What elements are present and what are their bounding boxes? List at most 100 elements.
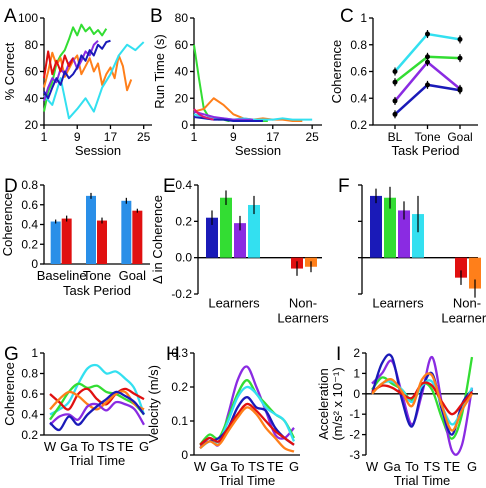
y-tick-label: 0.4 xyxy=(350,91,367,105)
x-tick-label: TS xyxy=(248,459,265,474)
group-label-non-learners-cont: Learners xyxy=(277,311,329,326)
bar-navy xyxy=(206,217,218,258)
y-tick-label: 0.6 xyxy=(21,387,38,401)
y-tick-label: 20 xyxy=(175,91,189,105)
y-tick-label: 0 xyxy=(353,387,360,401)
x-tick-label: TE xyxy=(444,459,461,474)
y-tick-label: 1 xyxy=(31,346,38,360)
y-tick-label: 0.2 xyxy=(171,380,188,394)
x-tick-label: 9 xyxy=(230,130,237,144)
bar-barblue xyxy=(86,195,96,264)
bar-purple xyxy=(234,223,246,258)
x-tick-label: 9 xyxy=(74,130,81,144)
y-axis-label: Δ in Coherence xyxy=(150,195,165,284)
y-tick-label: -2 xyxy=(349,428,360,442)
x-tick-label: G xyxy=(467,459,477,474)
data-point xyxy=(457,87,463,93)
group-label-non-learners: Non- xyxy=(453,296,481,311)
y-tick-label: 0.2 xyxy=(350,118,367,132)
y-tick-label: -0.2 xyxy=(171,287,192,301)
y-axis-label: Acceleration xyxy=(316,368,331,440)
data-point xyxy=(392,98,398,104)
y-tick-label: 80 xyxy=(25,38,39,52)
x-tick-label: 1 xyxy=(191,130,198,144)
panel-g: G 0.2 0.4 0.6 0.8 1 W Ga To TS TE G Trial Time Cohere… xyxy=(2,344,150,468)
y-tick-label: 60 xyxy=(175,38,189,52)
y-tick-label: 0.3 xyxy=(171,346,188,360)
y-axis-label: Run Time (s) xyxy=(152,34,167,108)
y-tick-label: 0.8 xyxy=(350,38,367,52)
x-tick-label: TE xyxy=(117,439,134,454)
y-tick-label: 0.2 xyxy=(175,214,192,228)
data-point xyxy=(425,31,430,37)
x-axis-label: Session xyxy=(75,143,121,158)
panel-label: H xyxy=(166,344,180,365)
x-tick-label: W xyxy=(366,459,379,474)
x-axis-label: Session xyxy=(235,143,281,158)
series-line-cyan xyxy=(43,41,145,120)
series-line-orange xyxy=(199,406,295,453)
bar-green xyxy=(220,197,232,258)
x-tick-label: G xyxy=(139,439,149,454)
x-tick-label: TE xyxy=(267,459,284,474)
panel-label: B xyxy=(150,6,163,27)
y-tick-label: 0.6 xyxy=(350,65,367,79)
panel-i: I -3 -2 -1 0 1 2 W Ga To TS TE G Trial Time Accelerati… xyxy=(316,344,478,488)
bar-red xyxy=(61,218,72,264)
x-axis-label: Trial Time xyxy=(219,473,276,488)
series-line-navy xyxy=(49,390,145,432)
y-tick-label: 2 xyxy=(353,346,360,360)
data-point xyxy=(392,79,398,85)
x-tick-label: To xyxy=(405,459,419,474)
y-axis-label: Coherence xyxy=(0,193,15,257)
x-tick-label: To xyxy=(231,459,245,474)
y-tick-label: 0.8 xyxy=(21,367,38,381)
y-tick-label: 0.4 xyxy=(21,218,38,232)
x-tick-label: 25 xyxy=(305,130,319,144)
x-axis-label: Trial Time xyxy=(394,473,451,488)
series-line-purple xyxy=(371,355,474,456)
data-point xyxy=(392,111,398,117)
y-tick-label: 0.1 xyxy=(171,414,188,428)
x-tick-label: 17 xyxy=(266,130,280,144)
series-line-orange xyxy=(49,390,145,411)
y-tick-label: 1 xyxy=(353,366,360,380)
x-axis-label: Task Period xyxy=(63,283,131,298)
x-tick-label: TS xyxy=(98,439,115,454)
series-line-pink xyxy=(193,108,214,121)
x-tick-label: Baseline xyxy=(37,268,87,283)
series-line-red xyxy=(49,387,145,411)
panel-b: B 0 20 40 60 80 1 9 17 25 Session Run Time (s) xyxy=(150,6,322,158)
panel-label: F xyxy=(338,176,350,197)
y-tick-label: 1 xyxy=(360,11,367,25)
bar-navy xyxy=(370,195,382,258)
series-line-orange xyxy=(43,51,133,92)
series-line-green xyxy=(193,44,268,122)
y-tick-label: 0.4 xyxy=(21,408,38,422)
series-line-purple xyxy=(49,400,145,426)
y-axis-label: Velocity (m/s) xyxy=(146,365,161,443)
y-axis-label: % Correct xyxy=(2,42,17,100)
x-tick-label: G xyxy=(289,459,299,474)
bar-barblue xyxy=(50,221,61,264)
x-tick-label: Ga xyxy=(383,459,401,474)
y-tick-label: 0.6 xyxy=(21,198,38,212)
y-axis-label: Coherence xyxy=(2,362,17,426)
series-line-cyan xyxy=(193,113,313,121)
y-tick-label: -3 xyxy=(349,448,360,462)
x-tick-label: Goal xyxy=(119,268,147,283)
series-line-cyan xyxy=(371,379,474,426)
y-axis-label: Coherence xyxy=(329,40,344,104)
bar-green xyxy=(384,197,396,258)
x-tick-label: Goal xyxy=(447,130,472,144)
y-tick-label: 0.2 xyxy=(21,237,38,251)
y-tick-label: 0.2 xyxy=(21,428,38,442)
y-tick-label: 40 xyxy=(25,91,39,105)
series-line-navy xyxy=(193,115,263,122)
series-line-orange xyxy=(371,372,473,432)
bar-red xyxy=(132,210,143,264)
group-label-non-learners: Non- xyxy=(289,296,317,311)
